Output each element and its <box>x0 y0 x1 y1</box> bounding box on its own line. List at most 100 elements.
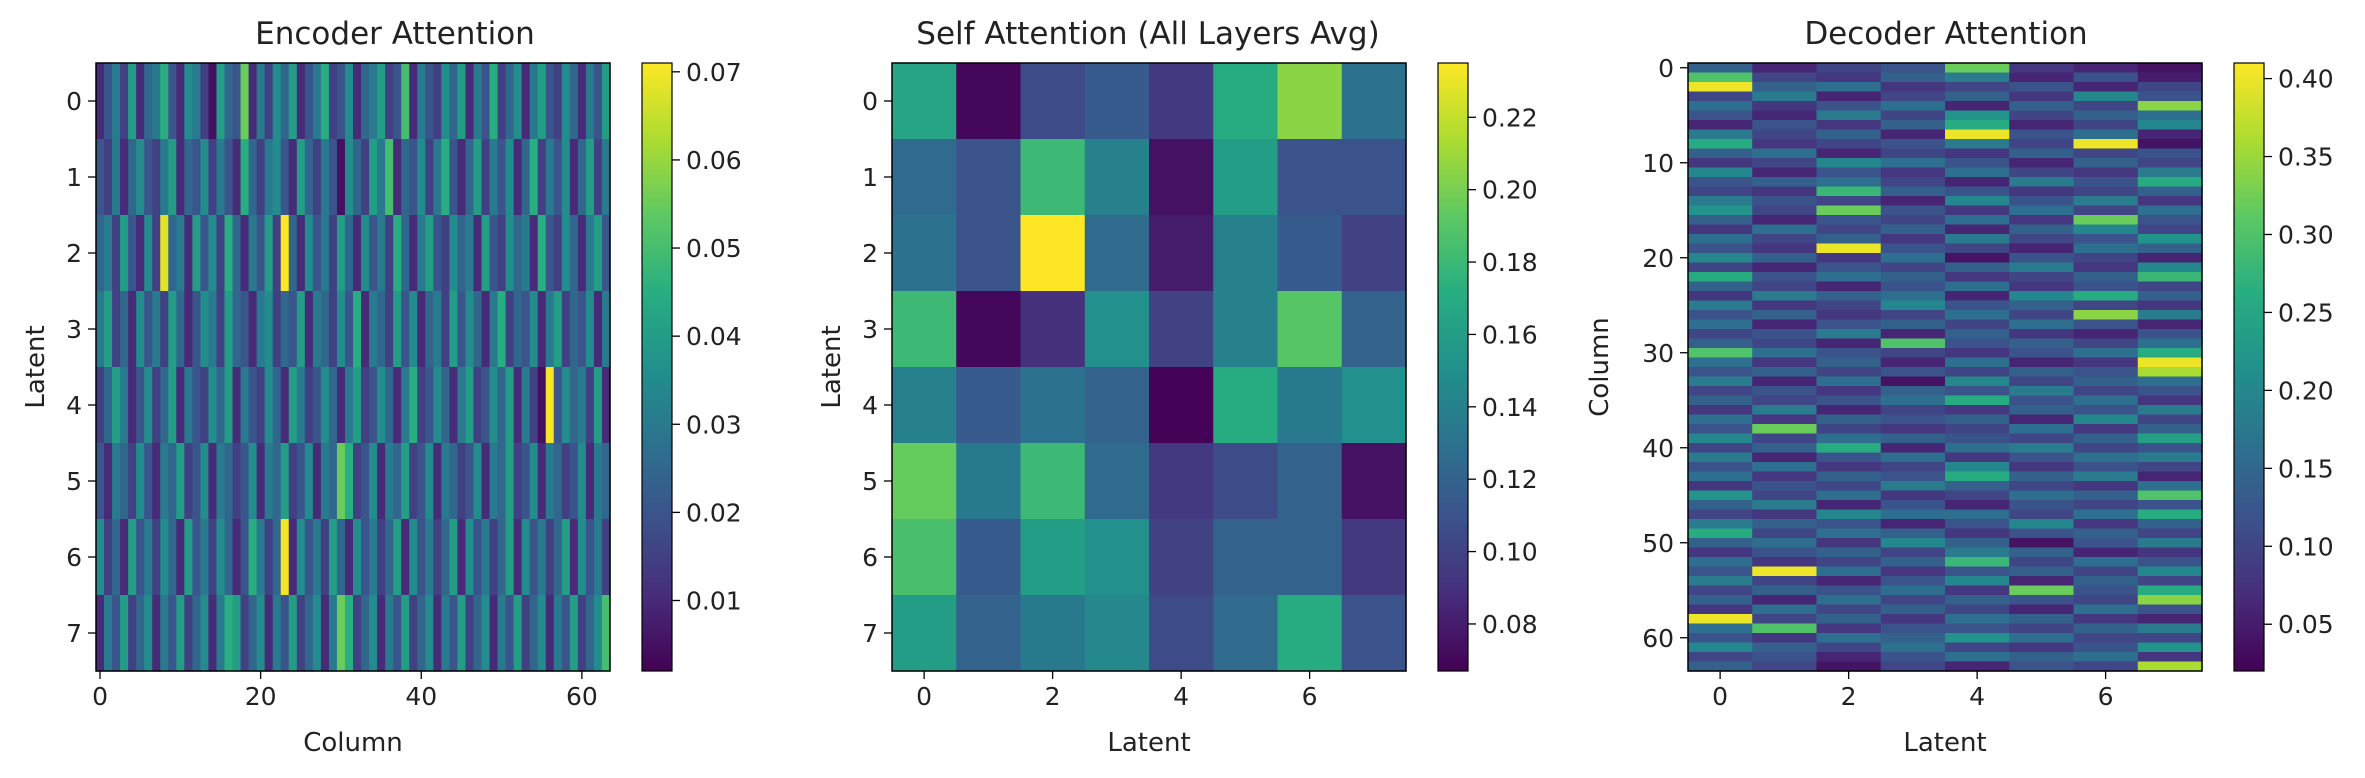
heatmap-cell <box>320 139 330 216</box>
heatmap-cell <box>328 291 338 368</box>
colorbar-tick-label: 0.06 <box>686 146 742 175</box>
heatmap-cell <box>353 63 362 140</box>
heatmap-cell <box>577 291 587 368</box>
colorbar-tick-label: 0.15 <box>2278 454 2334 483</box>
heatmap-cell <box>320 443 330 520</box>
heatmap-cell <box>2073 319 2139 330</box>
heatmap-cell <box>2137 595 2203 606</box>
heatmap-cell <box>2137 348 2203 359</box>
heatmap-cell <box>224 215 234 292</box>
heatmap-cell <box>2073 500 2139 511</box>
heatmap-cell <box>1880 652 1946 663</box>
heatmap-cell <box>529 367 539 444</box>
heatmap-cell <box>2009 547 2075 558</box>
heatmap-cell <box>112 215 121 292</box>
heatmap-cell <box>1880 281 1946 292</box>
heatmap-cell <box>2137 167 2203 178</box>
heatmap-cell <box>1752 215 1818 226</box>
heatmap-cell <box>553 139 563 216</box>
heatmap-cell <box>2137 63 2203 74</box>
heatmap-cell <box>120 443 129 520</box>
heatmap-cell <box>304 291 314 368</box>
y-tick-label: 0 <box>862 87 878 116</box>
heatmap-cell <box>361 367 370 444</box>
heatmap-cell <box>2009 462 2075 473</box>
heatmap-cell <box>1816 566 1882 577</box>
y-ticks: 0 1 2 3 4 5 6 7 <box>862 87 892 648</box>
heatmap-cell <box>2137 633 2203 644</box>
heatmap-cell <box>892 291 957 368</box>
heatmap-cell <box>1688 443 1753 454</box>
heatmap-cell <box>2073 348 2139 359</box>
heatmap-cell <box>200 215 210 292</box>
y-tick-label: 4 <box>862 391 878 420</box>
heatmap-cell <box>192 443 202 520</box>
heatmap-cell <box>585 443 595 520</box>
heatmap-cell <box>2073 72 2139 83</box>
heatmap-cell <box>465 595 475 672</box>
heatmap-cell <box>1816 395 1882 406</box>
heatmap-cell <box>497 215 507 292</box>
heatmap-cell <box>2073 443 2139 454</box>
colorbar-tick-label: 0.16 <box>1482 320 1538 349</box>
heatmap-cell <box>96 139 105 216</box>
heatmap-cell <box>1688 386 1753 397</box>
heatmap-cell <box>2137 82 2203 93</box>
heatmap-cell <box>296 443 306 520</box>
heatmap-cell <box>529 443 539 520</box>
heatmap-cell <box>1688 376 1753 387</box>
heatmap-cell <box>1752 528 1818 539</box>
heatmap-cell <box>1341 367 1407 444</box>
heatmap-cell <box>1752 452 1818 463</box>
heatmap-cell <box>1945 120 2010 131</box>
heatmap-cell <box>401 519 410 596</box>
heatmap-cell <box>417 519 426 596</box>
heatmap-cell <box>441 367 450 444</box>
heatmap-cell <box>1752 310 1818 321</box>
y-ticks: 0 1 2 3 4 5 6 7 <box>66 87 96 648</box>
heatmap-cell <box>1880 604 1946 615</box>
heatmap-cell <box>497 367 507 444</box>
heatmap-cell <box>2009 490 2075 501</box>
heatmap-cell <box>336 63 346 140</box>
heatmap-cell <box>1213 215 1279 292</box>
heatmap-cell <box>601 291 611 368</box>
heatmap-cell <box>232 519 242 596</box>
heatmap-cell <box>1816 291 1882 302</box>
x-tick-label: 0 <box>916 682 932 711</box>
colorbar-tick-label: 0.05 <box>686 234 742 263</box>
heatmap-cell <box>336 291 346 368</box>
heatmap-cell <box>1752 139 1818 150</box>
heatmap-cell <box>497 291 507 368</box>
heatmap-cell <box>1084 139 1150 216</box>
heatmap-cell <box>2009 623 2075 634</box>
heatmap-cell <box>1945 310 2010 321</box>
heatmap-cell <box>593 139 603 216</box>
heatmap-cell <box>176 595 185 672</box>
y-tick-label: 6 <box>66 543 82 572</box>
heatmap-cell <box>2009 63 2075 74</box>
heatmap-cell <box>1149 139 1214 216</box>
heatmap-cell <box>449 443 459 520</box>
heatmap-cell <box>2073 129 2139 140</box>
heatmap-cell <box>120 291 129 368</box>
heatmap-cell <box>1945 101 2010 112</box>
heatmap-cell <box>1277 443 1343 520</box>
heatmap-cell <box>433 291 442 368</box>
heatmap-cell <box>1816 348 1882 359</box>
y-axis-label: Latent <box>21 325 51 408</box>
heatmap-cell <box>1880 186 1946 197</box>
heatmap-cell <box>1880 538 1946 549</box>
heatmap-cell <box>2073 433 2139 444</box>
heatmap-cell <box>1945 272 2010 283</box>
heatmap-cell <box>1945 158 2010 169</box>
heatmap-cell <box>2073 604 2139 615</box>
heatmap-cell <box>1945 604 2010 615</box>
heatmap-cell <box>2137 547 2203 558</box>
heatmap-cell <box>1945 63 2010 74</box>
heatmap-cell <box>2009 566 2075 577</box>
heatmap-cell <box>956 595 1022 672</box>
heatmap-cell <box>1752 623 1818 634</box>
heatmap-cell <box>569 139 579 216</box>
heatmap-cell <box>248 139 258 216</box>
